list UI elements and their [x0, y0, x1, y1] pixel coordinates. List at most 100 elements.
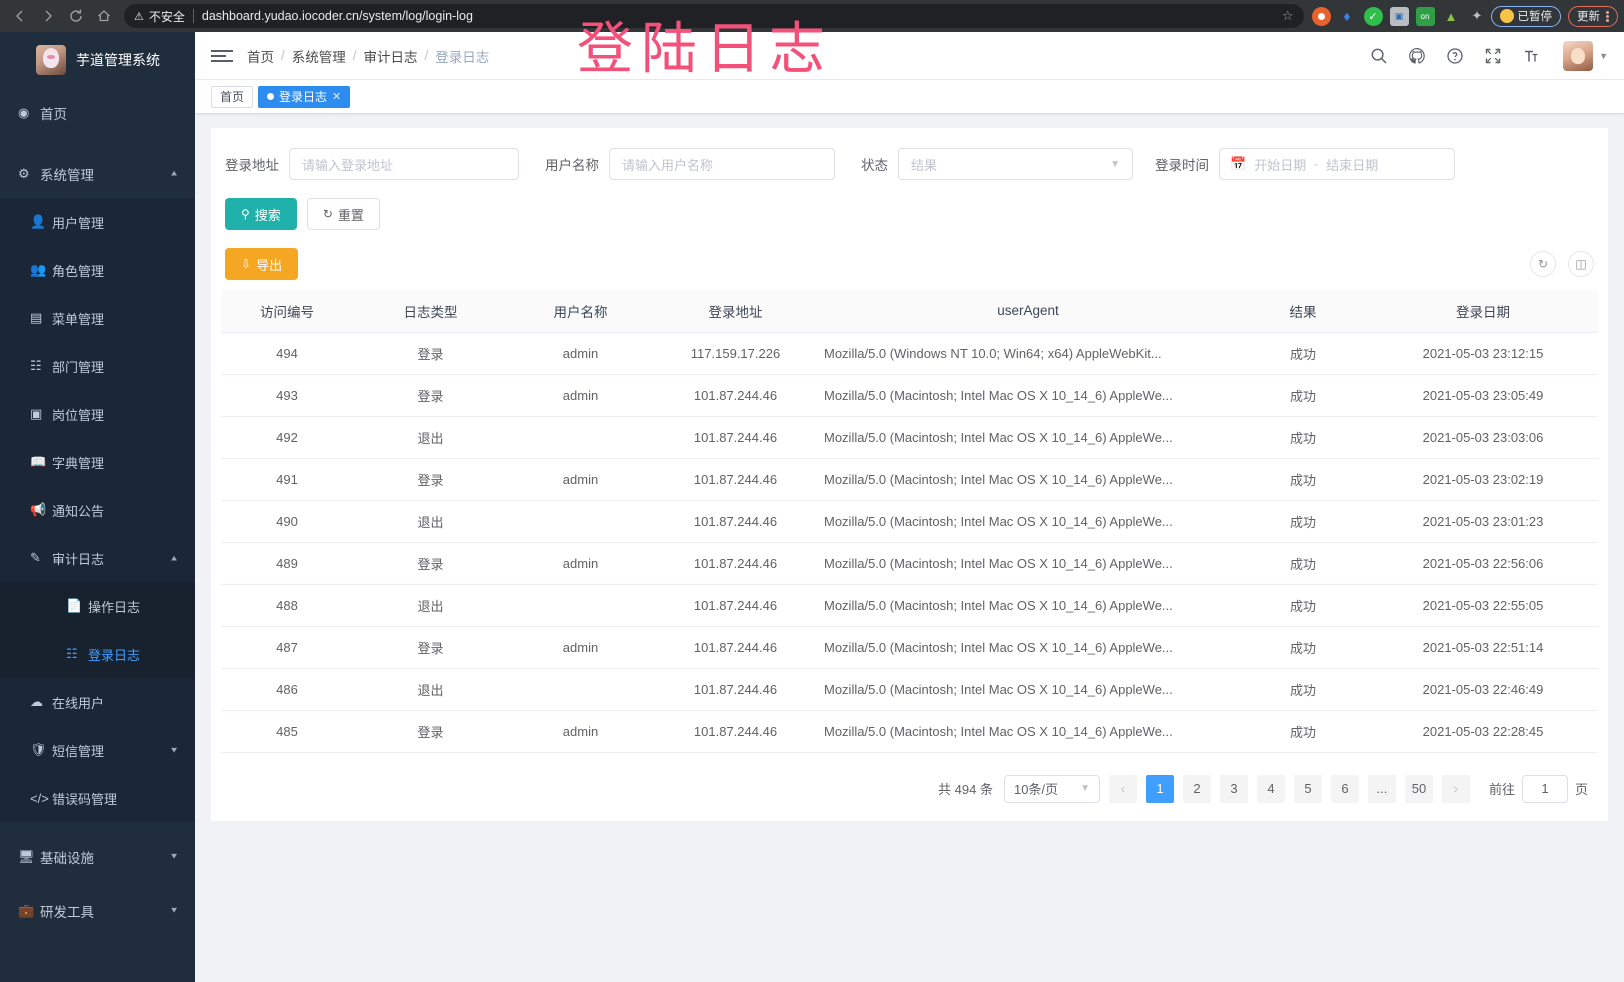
breadcrumb-item-home[interactable]: 首页: [247, 49, 274, 65]
hamburger-icon[interactable]: [211, 49, 233, 62]
breadcrumb-item-current: 登录日志: [435, 49, 490, 65]
sidebar-item-dict-mgmt[interactable]: 📖 字典管理: [0, 438, 195, 486]
help-icon[interactable]: [1445, 46, 1465, 66]
reset-button[interactable]: ↻ 重置: [306, 198, 380, 230]
page-button-2[interactable]: 2: [1182, 774, 1211, 803]
th-access-id[interactable]: 访问编号: [221, 290, 353, 333]
forward-arrow-icon[interactable]: [34, 2, 62, 30]
sidebar-item-online-user[interactable]: ☁ 在线用户: [0, 678, 195, 726]
page-size-select[interactable]: 10条/页 ▼: [1003, 774, 1100, 803]
chevron-down-icon: ▼: [169, 906, 179, 915]
sidebar-item-user-mgmt[interactable]: 👤 用户管理: [0, 198, 195, 246]
th-login-address[interactable]: 登录地址: [653, 290, 818, 333]
github-icon[interactable]: [1407, 46, 1427, 66]
sidebar-item-menu-mgmt[interactable]: ▤ 菜单管理: [0, 294, 195, 342]
login-time-daterange[interactable]: 📅 开始日期 - 结束日期: [1219, 148, 1455, 180]
th-user-name[interactable]: 用户名称: [508, 290, 653, 333]
filter-actions: ⚲ 搜索 ↻ 重置: [221, 194, 1598, 230]
page-button-5[interactable]: 5: [1293, 774, 1322, 803]
export-button[interactable]: ⇩ 导出: [225, 248, 299, 280]
search-icon: ⚲: [241, 207, 250, 221]
page-button-6[interactable]: 6: [1330, 774, 1359, 803]
th-result[interactable]: 结果: [1238, 290, 1368, 333]
total-count-label: 共 494 条: [938, 782, 993, 797]
column-settings-icon[interactable]: ◫: [1568, 251, 1594, 277]
menu-list-icon: ▤: [30, 310, 43, 325]
font-size-icon[interactable]: [1521, 46, 1541, 66]
table-header-row: 访问编号 日志类型 用户名称 登录地址 userAgent 结果 登录日期: [221, 290, 1598, 333]
table-row[interactable]: 487 登录 admin 101.87.244.46 Mozilla/5.0 (Maci…: [221, 626, 1598, 669]
url-text: dashboard.yudao.iocoder.cn/system/log/lo…: [201, 9, 473, 23]
user-name-input[interactable]: 请输入用户名称: [609, 148, 835, 180]
search-button[interactable]: ⚲ 搜索: [225, 198, 297, 230]
jump-page-input[interactable]: 1: [1521, 774, 1568, 803]
table-row[interactable]: 490 退出 101.87.244.46 Mozilla/5.0 (Macintosh…: [221, 500, 1598, 543]
th-log-type[interactable]: 日志类型: [353, 290, 508, 333]
reload-icon[interactable]: [62, 2, 90, 30]
translate-extension-icon[interactable]: on: [1415, 6, 1435, 26]
table-row[interactable]: 491 登录 admin 101.87.244.46 Mozilla/5.0 (Maci…: [221, 458, 1598, 501]
table-row[interactable]: 492 退出 101.87.244.46 Mozilla/5.0 (Macintosh…: [221, 416, 1598, 459]
breadcrumb-item-audit[interactable]: 审计日志: [363, 49, 418, 65]
table-row[interactable]: 486 退出 101.87.244.46 Mozilla/5.0 (Macintosh…: [221, 668, 1598, 711]
sidebar-item-infrastructure[interactable]: 🖥 基础设施 ▼: [0, 832, 195, 881]
page-ellipsis[interactable]: ...: [1367, 774, 1396, 803]
back-arrow-icon[interactable]: [6, 2, 34, 30]
puzzle-extension-icon[interactable]: ✦: [1471, 8, 1483, 23]
status-select[interactable]: 结果 ▼: [898, 148, 1133, 180]
sidebar-item-sms-mgmt[interactable]: 🛡 短信管理 ▼: [0, 726, 195, 774]
th-user-agent[interactable]: userAgent: [818, 290, 1238, 333]
close-icon[interactable]: ✕: [332, 91, 342, 103]
address-bar[interactable]: ⚠ 不安全 dashboard.yudao.iocoder.cn/system/…: [124, 4, 1304, 28]
cell-user-agent: Mozilla/5.0 (Macintosh; Intel Mac OS X 1…: [818, 542, 1238, 585]
kebab-menu-icon[interactable]: [1606, 10, 1609, 22]
cell-user-agent: Mozilla/5.0 (Macintosh; Intel Mac OS X 1…: [818, 626, 1238, 669]
table-row[interactable]: 489 登录 admin 101.87.244.46 Mozilla/5.0 (Maci…: [221, 542, 1598, 585]
page-button-50[interactable]: 50: [1404, 774, 1433, 803]
sidebar-item-post-mgmt[interactable]: ▣ 岗位管理: [0, 390, 195, 438]
sidebar-item-audit-log[interactable]: ✎ 审计日志 ▲: [0, 534, 195, 582]
prev-page-button[interactable]: ‹: [1108, 774, 1137, 803]
paused-badge[interactable]: 已暂停: [1490, 5, 1561, 27]
table-row[interactable]: 488 退出 101.87.244.46 Mozilla/5.0 (Macintosh…: [221, 584, 1598, 627]
page-button-3[interactable]: 3: [1219, 774, 1248, 803]
sidebar-item-home[interactable]: ◉ 首页: [0, 88, 195, 137]
leaf-extension-icon[interactable]: ▲: [1444, 8, 1458, 24]
tag-login-log[interactable]: 登录日志 ✕: [258, 85, 351, 108]
next-page-button[interactable]: ›: [1441, 774, 1470, 803]
search-icon[interactable]: [1369, 46, 1389, 66]
th-login-date[interactable]: 登录日期: [1368, 290, 1598, 333]
wechat-extension-icon[interactable]: ✓: [1363, 6, 1383, 26]
sidebar-item-operation-log[interactable]: 📄 操作日志: [0, 582, 195, 630]
page-button-1[interactable]: 1: [1145, 774, 1174, 803]
bluebook-extension-icon[interactable]: ▣: [1389, 6, 1409, 26]
table-row[interactable]: 493 登录 admin 101.87.244.46 Mozilla/5.0 (Maci…: [221, 374, 1598, 417]
table-row[interactable]: 494 登录 admin 117.159.17.226 Mozilla/5.0 (Win…: [221, 332, 1598, 375]
firefox-extension-icon[interactable]: [1311, 6, 1331, 26]
star-icon[interactable]: ☆: [1281, 8, 1294, 23]
page-button-4[interactable]: 4: [1256, 774, 1285, 803]
cell-log-type: 登录: [353, 458, 508, 501]
sidebar-item-dept-mgmt[interactable]: ☷ 部门管理: [0, 342, 195, 390]
update-badge[interactable]: 更新: [1568, 5, 1618, 27]
diamond-extension-icon[interactable]: ♦: [1343, 8, 1351, 24]
cell-access-id: 486: [221, 668, 353, 711]
tag-home[interactable]: 首页: [211, 85, 254, 108]
sidebar-logo[interactable]: 芋道管理系统: [0, 32, 195, 88]
sidebar-item-error-code[interactable]: </> 错误码管理: [0, 774, 195, 822]
sidebar-item-login-log[interactable]: ☷ 登录日志: [0, 630, 195, 678]
sidebar-item-notice[interactable]: 📢 通知公告: [0, 486, 195, 534]
fullscreen-icon[interactable]: [1483, 46, 1503, 66]
sidebar-item-dev-tools[interactable]: 💼 研发工具 ▼: [0, 886, 195, 935]
filter-login-address: 登录地址 请输入登录地址: [225, 148, 519, 180]
cell-user-name: admin: [508, 710, 653, 753]
table-row[interactable]: 485 登录 admin 101.87.244.46 Mozilla/5.0 (Maci…: [221, 710, 1598, 753]
sidebar-item-label: 系统管理: [40, 167, 94, 183]
login-address-input[interactable]: 请输入登录地址: [289, 148, 519, 180]
breadcrumb-item-system[interactable]: 系统管理: [291, 49, 346, 65]
home-icon[interactable]: [90, 2, 118, 30]
sidebar-item-system[interactable]: ⚙ 系统管理 ▲: [0, 149, 195, 198]
refresh-circle-icon[interactable]: ↻: [1530, 251, 1556, 277]
sidebar-item-role-mgmt[interactable]: 👥 角色管理: [0, 246, 195, 294]
avatar-dropdown[interactable]: ▼: [1563, 40, 1608, 71]
